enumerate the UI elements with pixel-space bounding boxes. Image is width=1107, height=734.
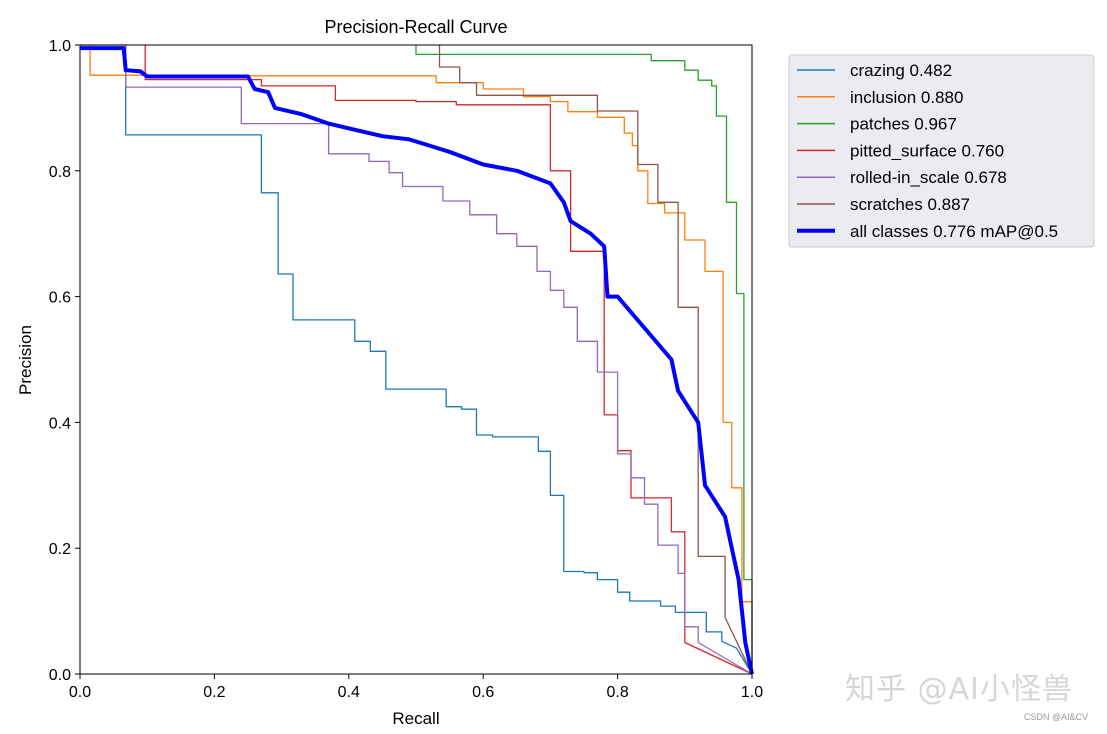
axis-ticks: 0.0 0.2 0.4 0.6 0.8 1.0 0.0 0.2 0.4 0.6 0.8 1.0 <box>49 38 763 701</box>
legend-items: crazing 0.482 inclusion 0.880 patches 0.96… <box>797 61 1058 241</box>
legend-label: inclusion 0.880 <box>850 88 963 107</box>
x-tick-label: 0.4 <box>338 684 360 701</box>
y-tick-label: 0.2 <box>49 541 71 558</box>
legend-label: pitted_surface 0.760 <box>850 141 1004 160</box>
y-tick-label: 0.6 <box>49 290 71 307</box>
x-tick-label: 1.0 <box>741 684 763 701</box>
chart-title: Precision-Recall Curve <box>324 17 507 37</box>
legend-label: rolled-in_scale 0.678 <box>850 168 1007 187</box>
legend-label: scratches 0.887 <box>850 195 970 214</box>
x-tick-label: 0.8 <box>606 684 628 701</box>
series-line-3 <box>144 45 753 675</box>
series-line-0 <box>80 44 753 675</box>
y-tick-label: 1.0 <box>49 38 71 55</box>
series-line-6 <box>80 46 754 675</box>
y-tick-label: 0.4 <box>49 415 71 432</box>
y-tick-label: 0.8 <box>49 164 71 181</box>
x-axis-label: Recall <box>392 709 439 728</box>
watermark-source: CSDN @AI&CV <box>1024 712 1089 722</box>
y-axis-label: Precision <box>16 325 35 395</box>
plot-lines <box>80 44 754 675</box>
y-tick-label: 0.0 <box>49 667 71 684</box>
x-tick-label: 0.6 <box>472 684 494 701</box>
series-line-5 <box>438 45 753 675</box>
series-line-4 <box>125 45 753 675</box>
legend-box <box>788 54 1095 248</box>
series-line-1 <box>89 45 753 674</box>
legend-label: patches 0.967 <box>850 115 957 134</box>
plot-area-frame <box>79 44 753 675</box>
legend-label: crazing 0.482 <box>850 61 952 80</box>
series-line-2 <box>415 45 753 674</box>
legend-label: all classes 0.776 mAP@0.5 <box>850 222 1058 241</box>
legend: crazing 0.482 inclusion 0.880 patches 0.96… <box>788 54 1095 248</box>
watermark: 知乎 @AI小怪兽 <box>845 672 1073 707</box>
x-tick-label: 0.2 <box>203 684 225 701</box>
x-tick-label: 0.0 <box>69 684 91 701</box>
